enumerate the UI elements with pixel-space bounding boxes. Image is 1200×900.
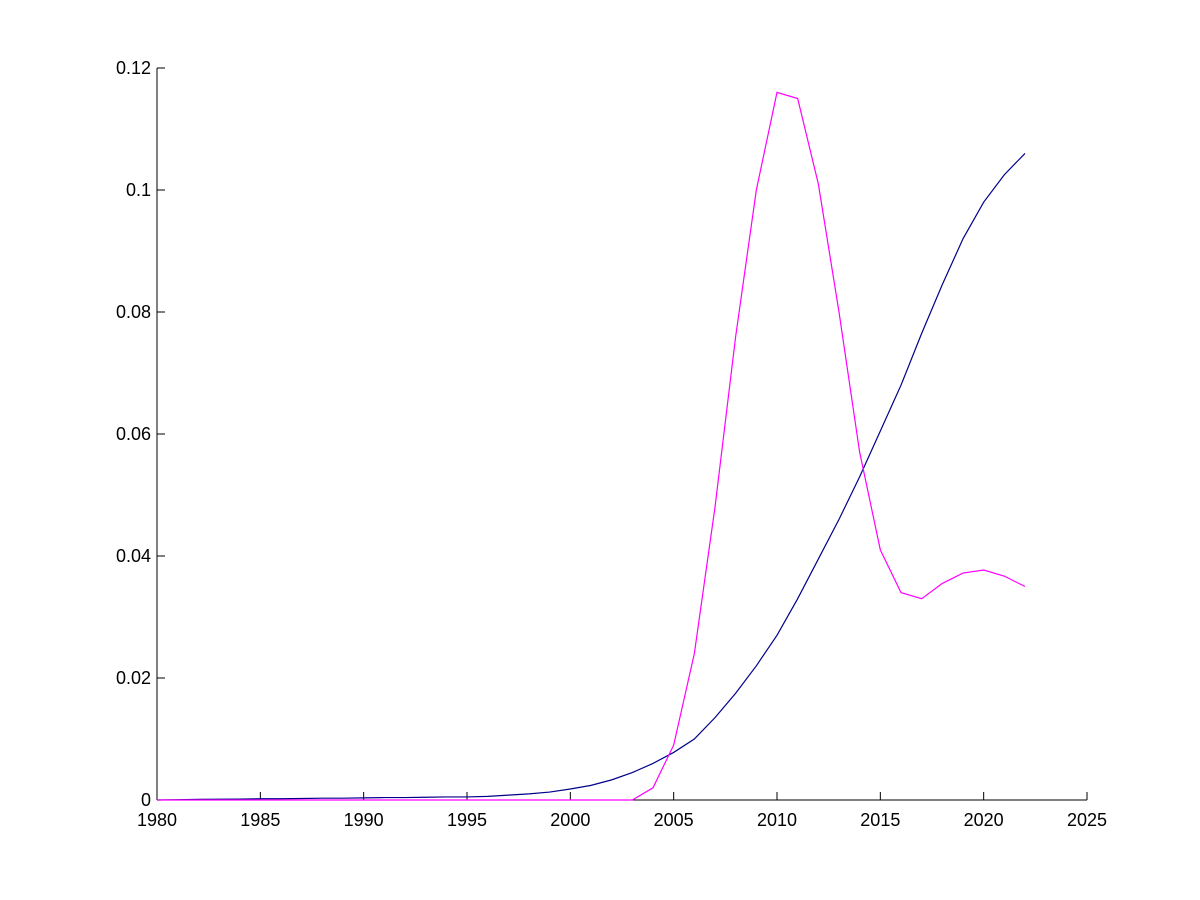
y-tick-label: 0.06 <box>116 424 151 444</box>
x-tick-label: 1990 <box>344 810 384 830</box>
x-tick-label: 2020 <box>964 810 1004 830</box>
y-tick-label: 0.08 <box>116 302 151 322</box>
y-tick-label: 0.1 <box>126 180 151 200</box>
x-tick-label: 2025 <box>1067 810 1107 830</box>
line-series <box>156 152 1026 801</box>
y-tick-label: 0.04 <box>116 546 151 566</box>
y-tick-label: 0.12 <box>116 58 151 78</box>
x-tick-label: 2000 <box>550 810 590 830</box>
line-series <box>157 91 1026 801</box>
y-tick-label: 0 <box>141 790 151 810</box>
x-tick-label: 1985 <box>240 810 280 830</box>
y-tick-label: 0.02 <box>116 668 151 688</box>
x-tick-label: 2005 <box>654 810 694 830</box>
x-tick-label: 2010 <box>757 810 797 830</box>
x-tick-label: 1980 <box>137 810 177 830</box>
x-tick-label: 1995 <box>447 810 487 830</box>
x-tick-label: 2015 <box>860 810 900 830</box>
